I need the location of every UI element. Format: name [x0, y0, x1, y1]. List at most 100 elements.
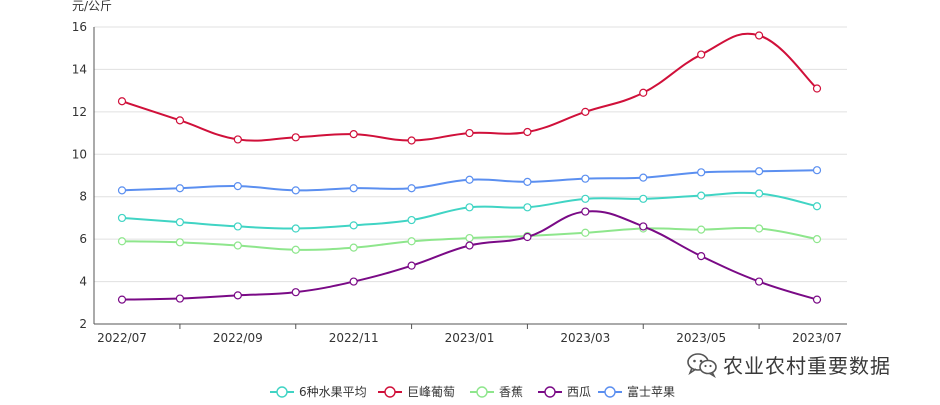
data-point[interactable]: [697, 191, 706, 200]
y-tick-label: 4: [79, 275, 87, 289]
data-point[interactable]: [581, 107, 590, 116]
y-tick-label: 14: [72, 62, 87, 76]
series-line: [121, 32, 818, 142]
data-point[interactable]: [117, 237, 127, 246]
data-point[interactable]: [349, 130, 358, 139]
data-point[interactable]: [117, 213, 127, 223]
data-point[interactable]: [639, 88, 648, 97]
data-point[interactable]: [812, 202, 822, 211]
legend-marker: [276, 386, 288, 398]
x-tick-label: 2022/09: [213, 331, 263, 345]
data-point[interactable]: [233, 241, 242, 250]
data-point[interactable]: [233, 182, 242, 191]
data-point[interactable]: [581, 194, 590, 203]
data-point[interactable]: [465, 128, 474, 138]
data-point[interactable]: [639, 173, 648, 182]
data-point[interactable]: [697, 225, 706, 234]
wechat-icon: [687, 352, 717, 378]
data-point[interactable]: [465, 203, 474, 212]
data-point[interactable]: [291, 288, 300, 297]
series-line: [121, 210, 818, 301]
data-point[interactable]: [233, 291, 242, 300]
x-tick-label: 2022/07: [97, 331, 147, 345]
data-point[interactable]: [175, 116, 185, 125]
data-point[interactable]: [407, 237, 416, 246]
legend-item[interactable]: 6种水果平均: [270, 385, 367, 399]
data-point[interactable]: [349, 221, 358, 230]
data-point[interactable]: [175, 218, 185, 227]
data-point[interactable]: [581, 207, 590, 216]
data-point[interactable]: [523, 127, 532, 137]
data-point[interactable]: [754, 31, 764, 40]
data-point[interactable]: [697, 252, 706, 261]
data-point[interactable]: [812, 84, 822, 93]
data-point[interactable]: [581, 228, 590, 237]
data-point[interactable]: [754, 224, 764, 233]
data-point[interactable]: [697, 50, 706, 59]
data-point[interactable]: [349, 184, 358, 193]
series-0: [117, 189, 822, 233]
data-point[interactable]: [117, 97, 127, 106]
data-point[interactable]: [465, 241, 474, 250]
data-point[interactable]: [639, 222, 648, 231]
y-axis-unit-label: 元/公斤: [72, 0, 113, 13]
x-tick-label: 2023/07: [792, 331, 842, 345]
y-tick-label: 12: [72, 105, 87, 119]
data-point[interactable]: [349, 243, 358, 252]
data-point[interactable]: [523, 232, 532, 242]
legend-marker: [544, 386, 556, 398]
legend-label: 西瓜: [567, 385, 591, 399]
legend-marker: [384, 386, 396, 398]
data-point[interactable]: [754, 167, 764, 176]
legend-item[interactable]: 巨峰葡萄: [378, 385, 455, 399]
data-point[interactable]: [349, 277, 358, 286]
x-tick-label: 2023/05: [676, 331, 726, 345]
y-tick-label: 2: [79, 317, 87, 331]
data-point[interactable]: [812, 166, 822, 175]
data-point[interactable]: [291, 186, 300, 195]
legend-item[interactable]: 富士苹果: [598, 384, 675, 399]
data-point[interactable]: [465, 175, 474, 184]
data-point[interactable]: [291, 245, 300, 254]
data-point[interactable]: [291, 133, 300, 142]
data-point[interactable]: [407, 184, 416, 193]
x-tick-label: 2023/01: [445, 331, 495, 345]
data-point[interactable]: [812, 295, 822, 304]
legend-label: 香蕉: [499, 385, 523, 399]
data-point[interactable]: [581, 174, 590, 183]
legend-item[interactable]: 香蕉: [470, 385, 523, 399]
data-point[interactable]: [812, 235, 822, 244]
data-point[interactable]: [523, 203, 532, 212]
data-point[interactable]: [697, 168, 706, 177]
series-3: [117, 207, 822, 304]
data-point[interactable]: [117, 186, 127, 195]
data-point[interactable]: [233, 135, 242, 144]
legend-marker: [604, 386, 616, 398]
legend-item[interactable]: 西瓜: [538, 385, 591, 399]
data-point[interactable]: [465, 233, 474, 243]
data-point[interactable]: [754, 189, 764, 198]
x-tick-label: 2023/03: [560, 331, 610, 345]
data-point[interactable]: [233, 222, 242, 231]
data-point[interactable]: [117, 295, 127, 304]
data-point[interactable]: [175, 238, 185, 247]
data-point[interactable]: [639, 194, 648, 203]
legend[interactable]: 6种水果平均 巨峰葡萄 香蕉 西瓜 富士苹果: [270, 384, 675, 399]
data-point[interactable]: [407, 136, 416, 145]
data-point[interactable]: [175, 184, 185, 193]
data-point[interactable]: [291, 224, 300, 233]
data-point[interactable]: [523, 177, 532, 186]
y-tick-label: 10: [72, 147, 87, 161]
data-point[interactable]: [754, 277, 764, 286]
data-point[interactable]: [407, 215, 416, 225]
legend-label: 富士苹果: [627, 384, 675, 399]
x-tick-label: 2022/11: [329, 331, 379, 345]
watermark-text: 农业农村重要数据: [723, 354, 891, 378]
y-tick-label: 6: [79, 232, 87, 246]
series-1: [117, 31, 822, 145]
data-point[interactable]: [407, 261, 416, 270]
y-tick-label: 8: [79, 190, 87, 204]
data-point[interactable]: [175, 294, 185, 303]
y-axis: 2 4 6 8 10 12 14 16: [72, 20, 95, 331]
